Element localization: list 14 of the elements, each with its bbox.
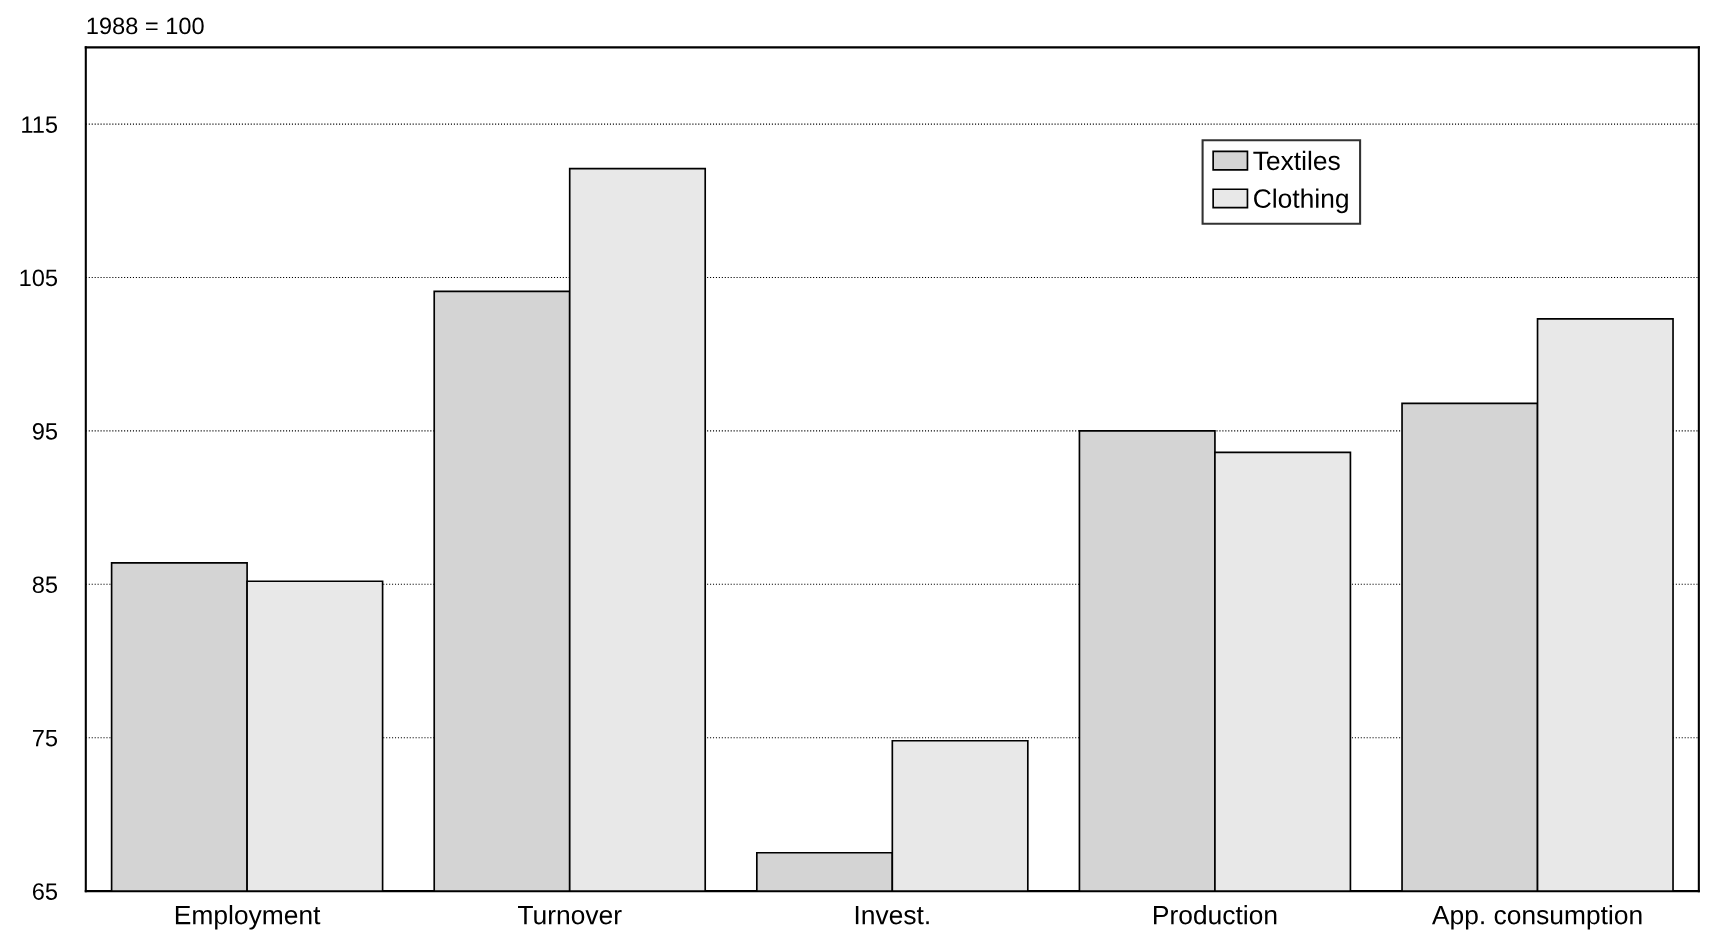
legend-label: Textiles xyxy=(1253,150,1340,171)
x-tick-label: Employment xyxy=(175,905,321,930)
x-tick-label: Turnover xyxy=(518,905,622,925)
x-tick-label: Production xyxy=(1154,905,1277,925)
y-tick-label: 85 xyxy=(32,576,58,594)
y-tick-label: 115 xyxy=(22,116,58,133)
y-tick-label: 75 xyxy=(32,730,58,747)
y-tick-label: 65 xyxy=(32,883,58,900)
y-axis-title: 1988 = 100 xyxy=(87,17,204,35)
x-tick-label: Invest. xyxy=(855,905,929,925)
x-tick-label: App. consumption xyxy=(1431,905,1642,930)
y-tick-label: 95 xyxy=(32,422,58,440)
y-tick-label: 105 xyxy=(20,269,58,287)
legend-label: Clothing xyxy=(1254,188,1348,214)
